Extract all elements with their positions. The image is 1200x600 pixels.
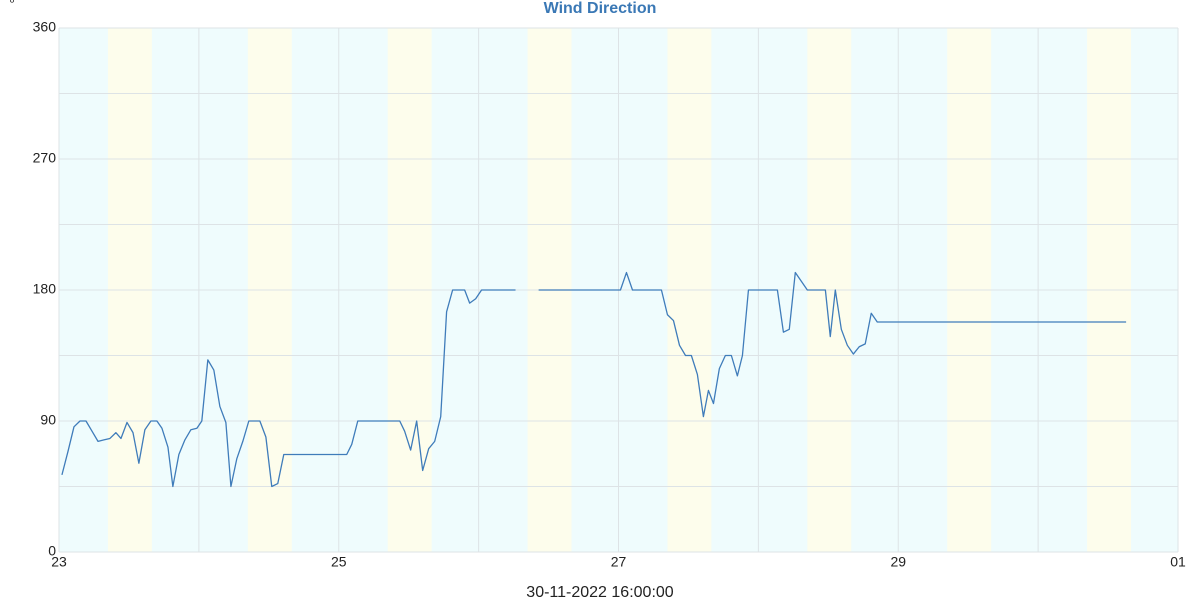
x-tick-label: 25	[331, 554, 347, 570]
y-unit: °	[9, 0, 15, 12]
y-tick-label: 180	[33, 281, 57, 297]
x-tick-label: 01	[1170, 554, 1186, 570]
y-tick-label: 0	[48, 543, 56, 559]
data-line	[61, 271, 1127, 488]
x-tick-label: 27	[611, 554, 627, 570]
y-tick-label: 360	[33, 19, 57, 35]
x-label: 30-11-2022 16:00:00	[526, 584, 673, 600]
x-tick-label: 29	[890, 554, 906, 570]
y-tick-label: 270	[33, 150, 57, 166]
y-tick-label: 90	[40, 412, 56, 428]
chart-title: Wind Direction	[544, 0, 657, 17]
x-tick-label: 23	[51, 554, 67, 570]
